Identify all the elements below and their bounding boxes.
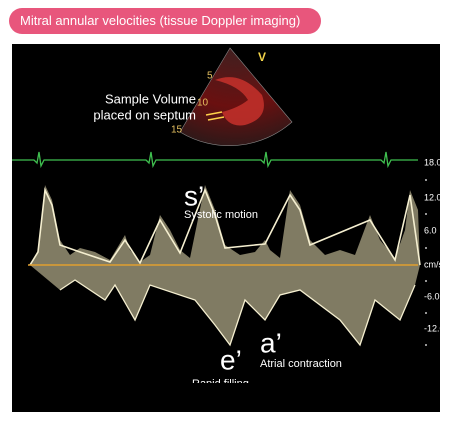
inset-label: placed on septum bbox=[93, 107, 196, 122]
header-title: Mitral annular velocities (tissue Dopple… bbox=[20, 13, 300, 28]
scale-label: 6.0 bbox=[424, 225, 437, 235]
scale-label: cm/s bbox=[424, 259, 443, 269]
scale-label: 18.0 bbox=[424, 157, 442, 167]
scale-dot bbox=[425, 247, 427, 249]
echo-tissue bbox=[215, 77, 264, 126]
velocity-scale: 18.0 12.0 6.0 cm/s -6.0 -12.0 bbox=[424, 157, 445, 346]
ecg-trace bbox=[12, 151, 418, 169]
sample-volume-marker bbox=[205, 111, 225, 121]
scale-label: -12.0 bbox=[424, 323, 445, 333]
echo-depth: 10 bbox=[197, 98, 209, 109]
doppler-envelope bbox=[59, 279, 416, 347]
doppler-envelope bbox=[29, 187, 421, 266]
annotation-caption: Rapid filling bbox=[192, 378, 249, 390]
echo-depth: 15 bbox=[171, 125, 183, 136]
scale-dot bbox=[425, 312, 427, 314]
annotation-symbol: s’ bbox=[184, 180, 204, 211]
annotation-symbol: e’ bbox=[220, 344, 242, 375]
scale-dot bbox=[425, 213, 427, 215]
scale-label: 12.0 bbox=[424, 192, 442, 202]
annotation-caption: Atrial contraction bbox=[260, 358, 342, 370]
annotation-caption: Systolic motion bbox=[184, 209, 258, 221]
scale-label: -6.0 bbox=[424, 291, 440, 301]
scale-dot bbox=[425, 344, 427, 346]
header-pill bbox=[9, 8, 321, 34]
scale-dot bbox=[425, 179, 427, 181]
scale-dot bbox=[425, 280, 427, 282]
inset-label: Sample Volume bbox=[105, 91, 196, 106]
echo-view: V bbox=[258, 50, 266, 64]
echo-fan bbox=[179, 47, 293, 146]
echo-depth: 5 bbox=[207, 71, 213, 82]
annotation-symbol: a’ bbox=[260, 327, 282, 358]
